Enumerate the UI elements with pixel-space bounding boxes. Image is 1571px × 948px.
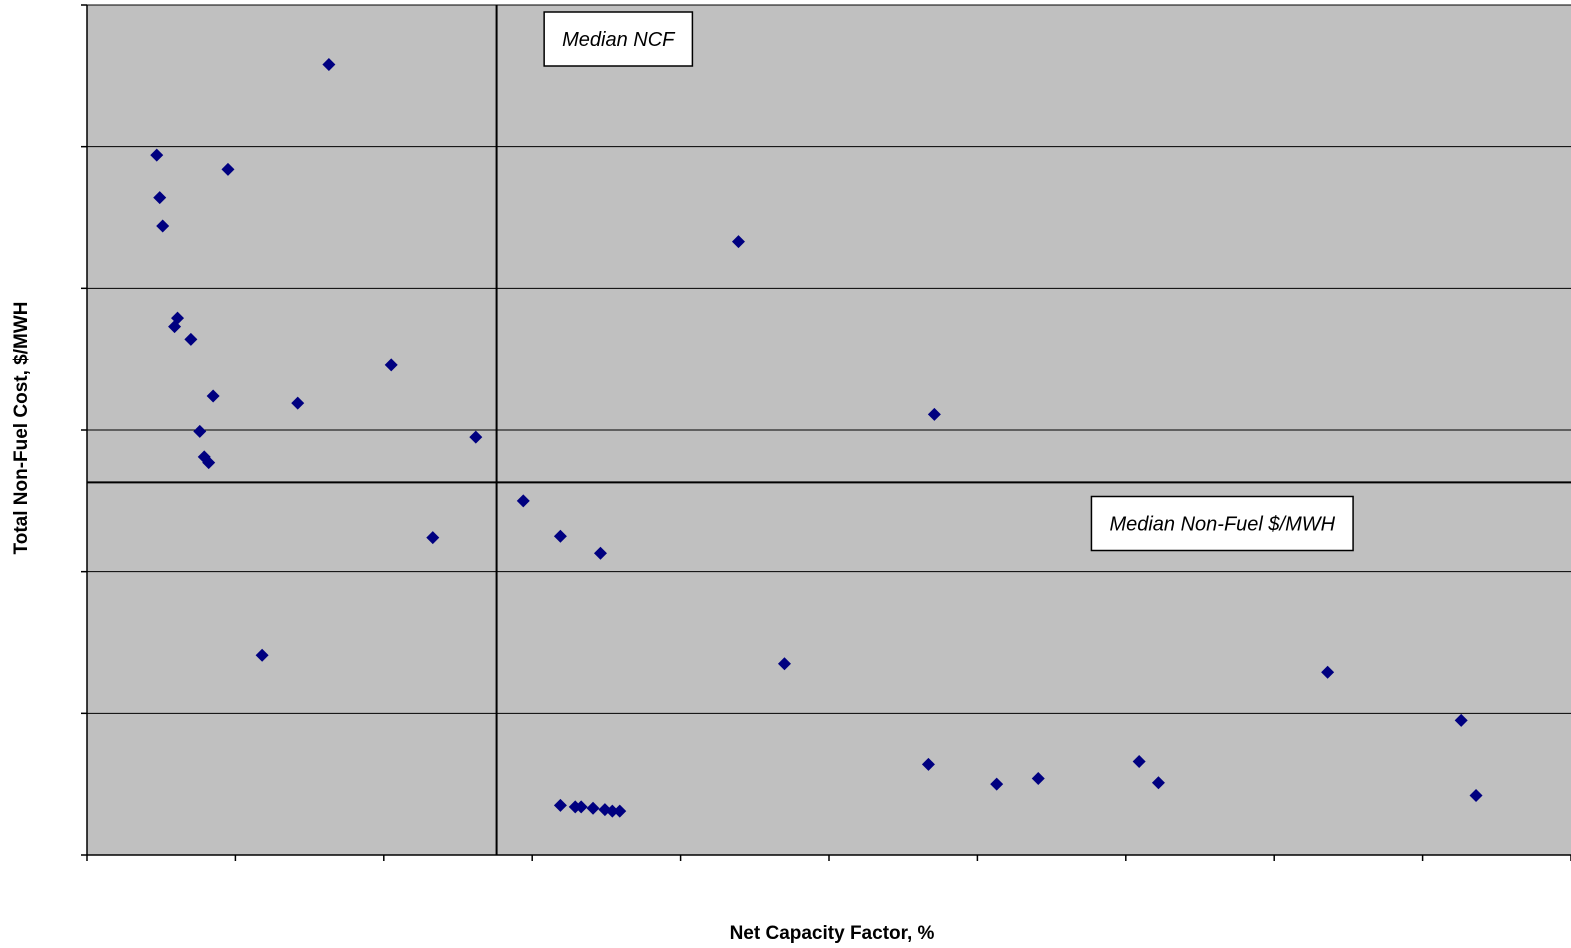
annotation-box bbox=[1090, 495, 1354, 552]
data-point bbox=[605, 804, 619, 818]
data-point bbox=[469, 430, 483, 444]
x-axis-title: Net Capacity Factor, % bbox=[730, 923, 935, 944]
data-point bbox=[202, 456, 216, 470]
data-point bbox=[1151, 776, 1165, 790]
data-point bbox=[291, 396, 305, 410]
data-point bbox=[516, 494, 530, 508]
data-points bbox=[150, 58, 1483, 818]
data-point bbox=[206, 389, 220, 403]
data-point bbox=[613, 804, 627, 818]
axes bbox=[81, 4, 1571, 861]
data-point bbox=[1321, 665, 1335, 679]
median-ncf-label: Median NCF bbox=[543, 11, 694, 67]
data-point bbox=[1031, 772, 1045, 785]
data-point bbox=[586, 801, 600, 815]
data-point bbox=[156, 219, 170, 233]
data-point bbox=[553, 529, 567, 543]
x-axis-ticks bbox=[86, 855, 1571, 861]
data-point bbox=[153, 191, 167, 205]
data-point bbox=[384, 358, 398, 372]
data-point bbox=[426, 531, 440, 545]
data-point bbox=[221, 162, 235, 176]
data-point bbox=[1132, 755, 1146, 768]
data-point bbox=[777, 657, 791, 671]
annotation-box bbox=[543, 11, 694, 67]
annotation-text: Median Non-Fuel $/MWH bbox=[1109, 514, 1335, 536]
annotation-text: Median NCF bbox=[562, 29, 676, 51]
data-point bbox=[1469, 789, 1483, 802]
data-point bbox=[574, 800, 588, 814]
data-point bbox=[168, 320, 182, 334]
y-axis-title: Total Non-Fuel Cost, $/MWH bbox=[11, 302, 32, 555]
data-point bbox=[184, 332, 198, 346]
data-point bbox=[921, 757, 935, 771]
data-point bbox=[255, 648, 269, 662]
annotations: Median NCF Median Non-Fuel $/MWH bbox=[543, 11, 1354, 552]
data-point bbox=[927, 407, 941, 421]
data-point bbox=[990, 777, 1004, 791]
median-nonfuel-label: Median Non-Fuel $/MWH bbox=[1090, 495, 1354, 552]
median-lines bbox=[87, 5, 1571, 855]
data-point bbox=[731, 235, 745, 249]
y-axis-ticks bbox=[81, 4, 87, 856]
data-point bbox=[593, 546, 607, 560]
gridlines bbox=[87, 4, 1571, 714]
data-point bbox=[553, 798, 567, 812]
data-point bbox=[193, 424, 207, 438]
data-point bbox=[1454, 713, 1468, 727]
data-point bbox=[150, 148, 164, 162]
data-point bbox=[322, 58, 336, 71]
